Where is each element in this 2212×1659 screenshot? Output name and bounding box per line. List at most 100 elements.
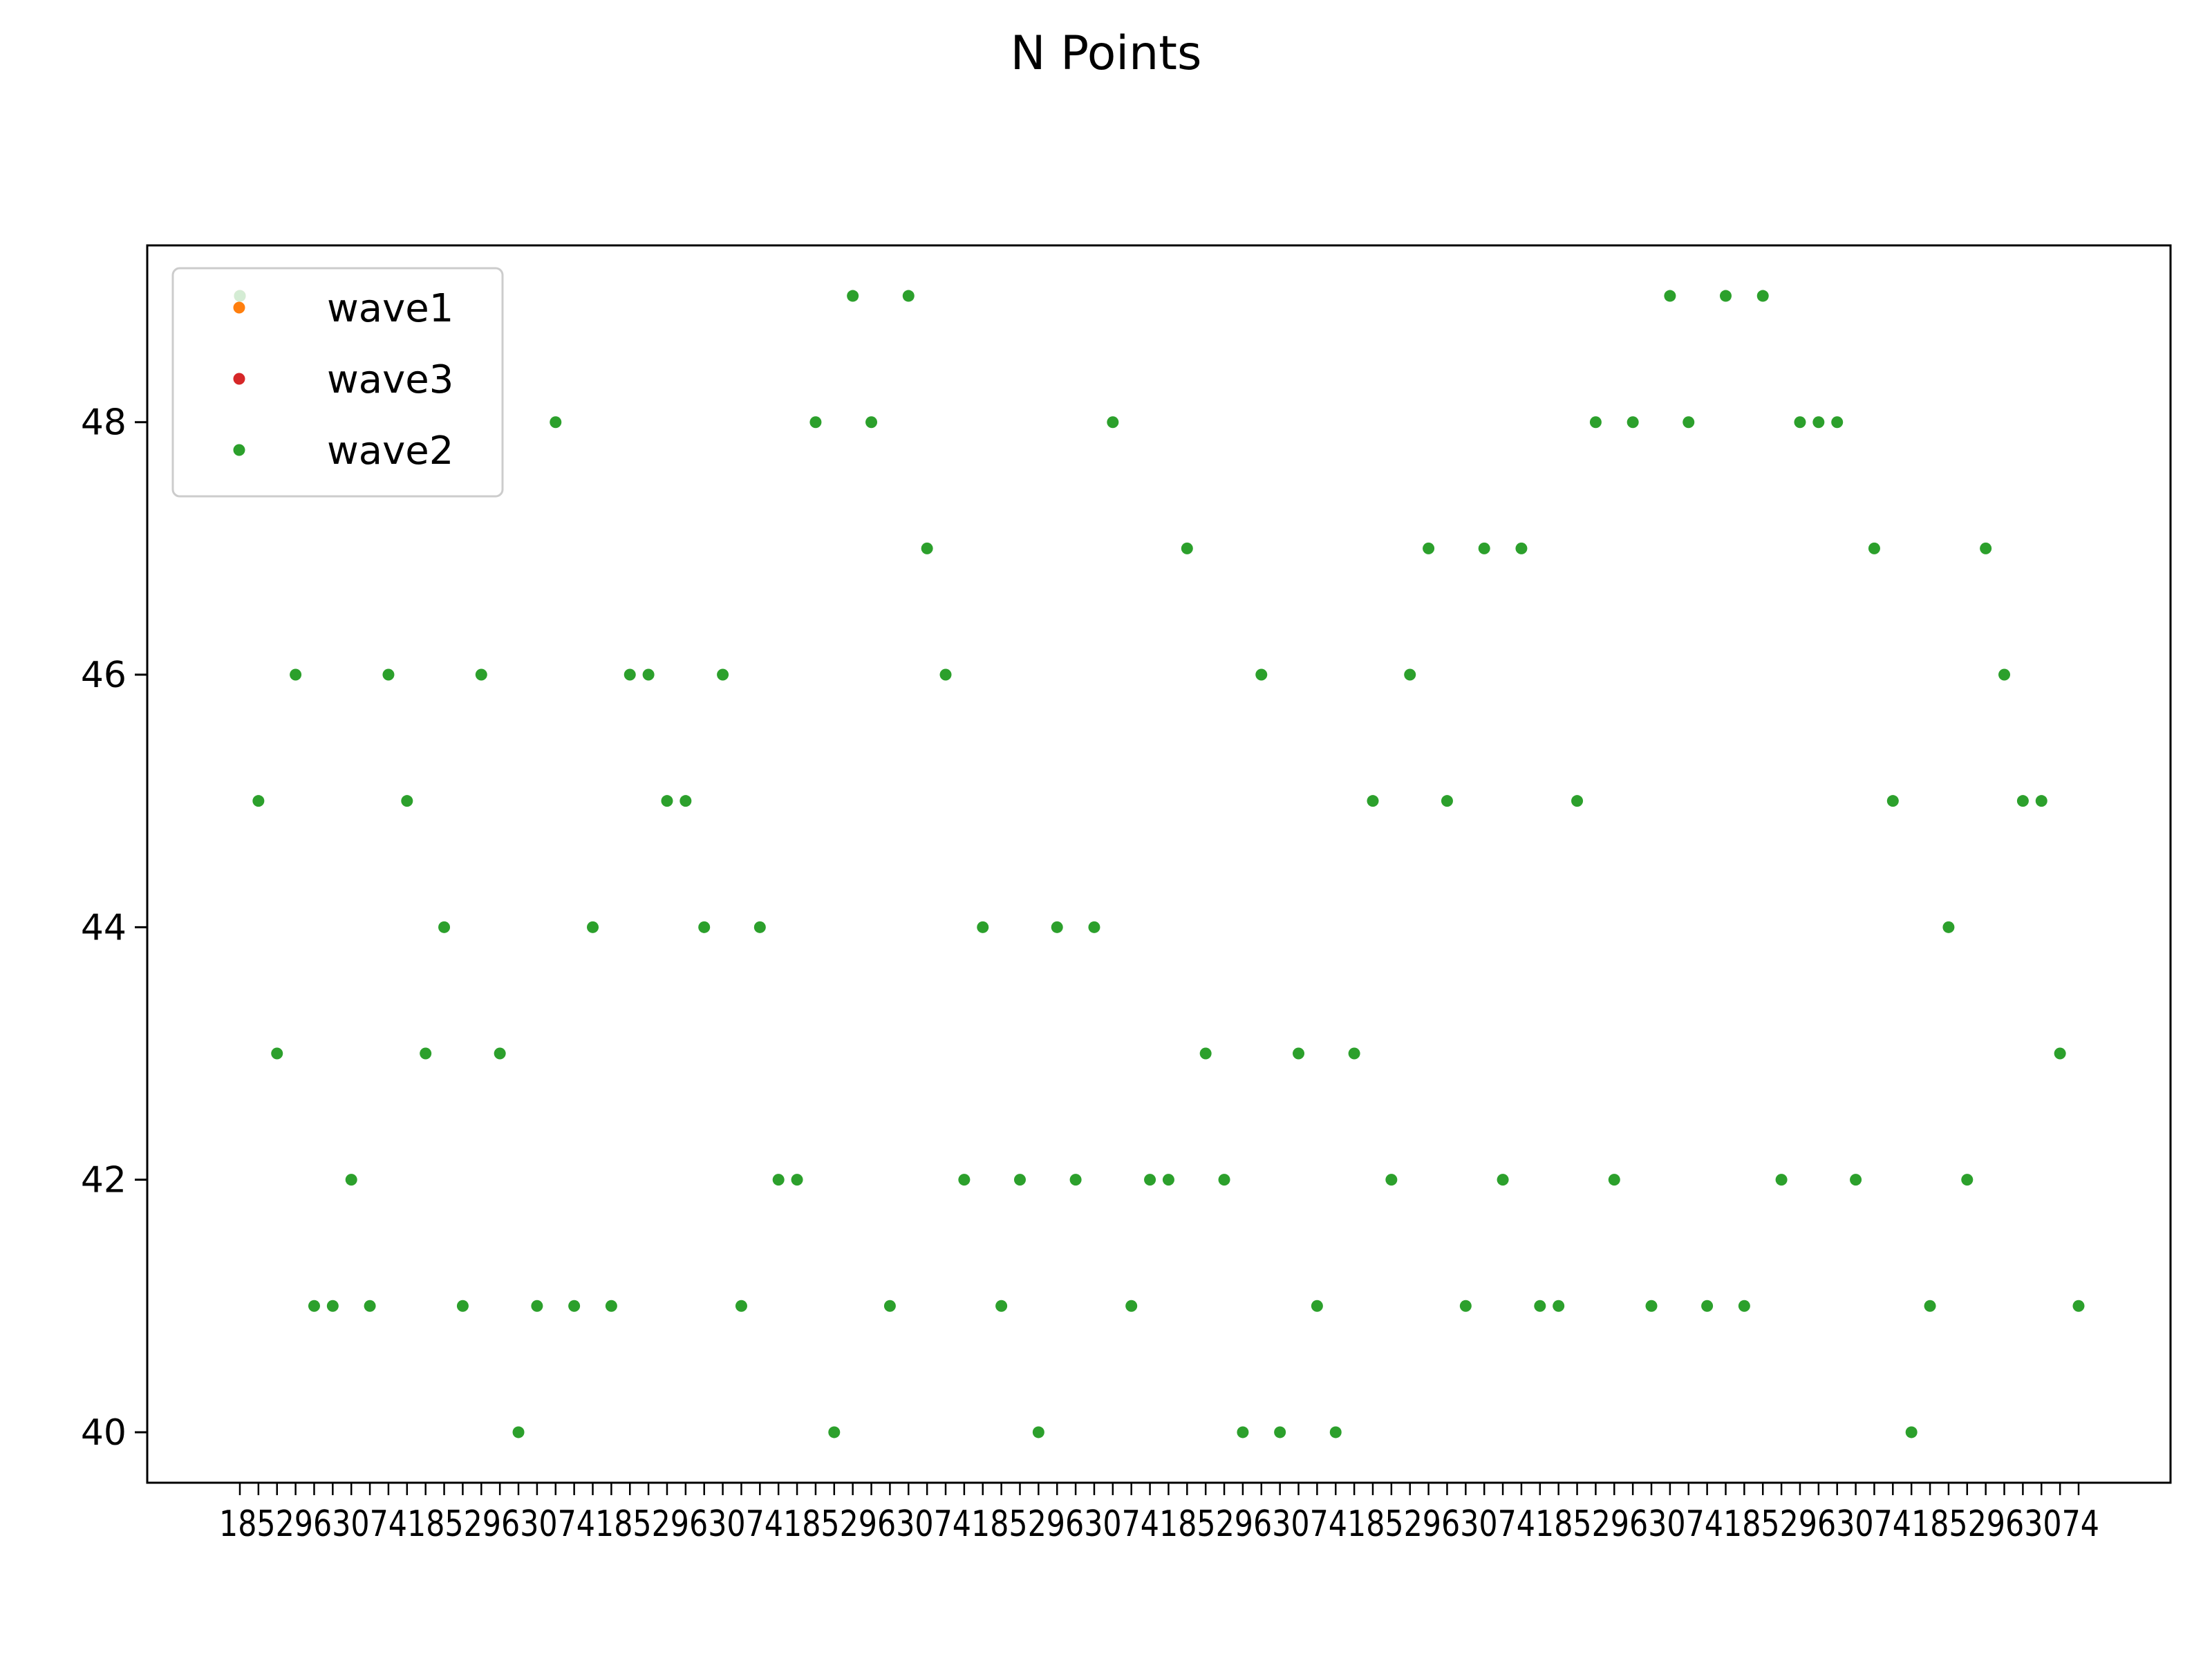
point-wave2 bbox=[921, 542, 933, 554]
point-wave2 bbox=[1274, 1426, 1286, 1438]
point-wave2 bbox=[753, 921, 766, 933]
point-wave2 bbox=[1348, 1047, 1360, 1060]
point-wave2 bbox=[865, 416, 878, 429]
point-wave2 bbox=[1812, 416, 1825, 429]
point-wave2 bbox=[958, 1174, 971, 1186]
y-tick-label: 40 bbox=[81, 1412, 126, 1454]
point-wave2 bbox=[1107, 416, 1119, 429]
point-wave2 bbox=[2016, 795, 2029, 807]
point-wave2 bbox=[326, 1300, 339, 1312]
point-wave2 bbox=[1627, 416, 1639, 429]
point-wave2 bbox=[902, 290, 915, 302]
point-wave2 bbox=[1051, 921, 1063, 933]
point-wave2 bbox=[624, 668, 636, 681]
point-wave2 bbox=[1701, 1300, 1714, 1312]
point-wave2 bbox=[1423, 542, 1435, 554]
point-wave2 bbox=[308, 1300, 320, 1312]
point-wave2 bbox=[828, 1426, 841, 1438]
point-wave2 bbox=[698, 921, 711, 933]
point-wave2 bbox=[456, 1300, 469, 1312]
point-wave2 bbox=[1144, 1174, 1156, 1186]
point-wave2 bbox=[977, 921, 989, 933]
chart-title: N Points bbox=[1011, 26, 1202, 81]
point-wave2 bbox=[642, 668, 655, 681]
point-wave2 bbox=[1237, 1426, 1249, 1438]
point-wave2 bbox=[1942, 921, 1955, 933]
point-wave2 bbox=[290, 668, 302, 681]
point-wave2 bbox=[1794, 416, 1806, 429]
legend-marker-wave3 bbox=[233, 373, 245, 385]
point-wave2 bbox=[791, 1174, 803, 1186]
point-wave2 bbox=[1459, 1300, 1472, 1312]
point-wave2 bbox=[1534, 1300, 1546, 1312]
point-wave2 bbox=[1775, 1174, 1788, 1186]
point-wave2 bbox=[1199, 1047, 1212, 1060]
point-wave2 bbox=[1329, 1426, 1342, 1438]
point-wave2 bbox=[1088, 921, 1100, 933]
point-wave2 bbox=[1831, 416, 1844, 429]
point-wave2 bbox=[939, 668, 952, 681]
point-wave2 bbox=[587, 921, 599, 933]
point-wave2 bbox=[364, 1300, 376, 1312]
point-wave2 bbox=[772, 1174, 785, 1186]
y-axis: 40 42 44 46 48 bbox=[81, 402, 147, 1454]
point-wave2 bbox=[1905, 1426, 1918, 1438]
x-axis: 1852963074185296307418529630741852963074… bbox=[219, 1483, 2099, 1545]
point-wave2 bbox=[995, 1300, 1008, 1312]
point-wave2 bbox=[1181, 542, 1193, 554]
point-wave2 bbox=[1013, 1174, 1026, 1186]
point-wave2 bbox=[2054, 1047, 2066, 1060]
y-tick-label: 48 bbox=[81, 402, 126, 444]
point-wave2 bbox=[1589, 416, 1602, 429]
plot-frame bbox=[146, 244, 2172, 1484]
legend-label-wave3: wave3 bbox=[327, 357, 453, 402]
point-wave2 bbox=[271, 1047, 283, 1060]
point-wave2 bbox=[1385, 1174, 1398, 1186]
point-wave2 bbox=[847, 290, 859, 302]
point-wave2 bbox=[438, 921, 451, 933]
point-wave2 bbox=[2072, 1300, 2085, 1312]
legend-marker-wave1 bbox=[233, 301, 245, 314]
point-wave2 bbox=[1478, 542, 1490, 554]
point-wave2 bbox=[1515, 542, 1528, 554]
point-wave2 bbox=[1293, 1047, 1305, 1060]
point-wave2 bbox=[382, 668, 395, 681]
point-wave2 bbox=[1850, 1174, 1862, 1186]
point-wave2 bbox=[1032, 1426, 1044, 1438]
point-wave2 bbox=[494, 1047, 506, 1060]
point-wave2 bbox=[1738, 1300, 1750, 1312]
point-wave2 bbox=[1961, 1174, 1974, 1186]
point-wave2 bbox=[1886, 795, 1899, 807]
point-wave2 bbox=[1069, 1174, 1082, 1186]
point-wave2 bbox=[1404, 668, 1416, 681]
point-wave2 bbox=[1571, 795, 1584, 807]
data-points bbox=[234, 290, 2085, 1438]
point-wave2 bbox=[1980, 542, 1992, 554]
point-wave2 bbox=[401, 795, 413, 807]
point-wave2 bbox=[1719, 290, 1732, 302]
point-wave2 bbox=[550, 416, 562, 429]
point-wave2 bbox=[1664, 290, 1676, 302]
legend-box bbox=[171, 267, 504, 498]
point-wave2 bbox=[1441, 795, 1453, 807]
point-wave2 bbox=[661, 795, 673, 807]
point-wave2 bbox=[531, 1300, 543, 1312]
point-wave2 bbox=[420, 1047, 432, 1060]
legend-marker-wave2 bbox=[233, 444, 245, 456]
legend-label-wave2: wave2 bbox=[327, 429, 453, 474]
point-wave2 bbox=[1998, 668, 2011, 681]
point-wave2 bbox=[883, 1300, 896, 1312]
point-wave2 bbox=[1162, 1174, 1174, 1186]
point-wave2 bbox=[809, 416, 822, 429]
point-wave2 bbox=[1367, 795, 1379, 807]
point-wave2 bbox=[252, 795, 265, 807]
point-wave2 bbox=[717, 668, 729, 681]
legend: wave1 wave3 wave2 bbox=[171, 267, 504, 498]
point-wave2 bbox=[1608, 1174, 1620, 1186]
legend-label-wave1: wave1 bbox=[327, 286, 453, 331]
x-tick-labels: 1852963074185296307418529630741852963074… bbox=[219, 1503, 2099, 1545]
point-wave2 bbox=[1311, 1300, 1323, 1312]
point-wave2 bbox=[735, 1300, 747, 1312]
point-wave2 bbox=[1553, 1300, 1565, 1312]
point-wave2 bbox=[2035, 795, 2047, 807]
